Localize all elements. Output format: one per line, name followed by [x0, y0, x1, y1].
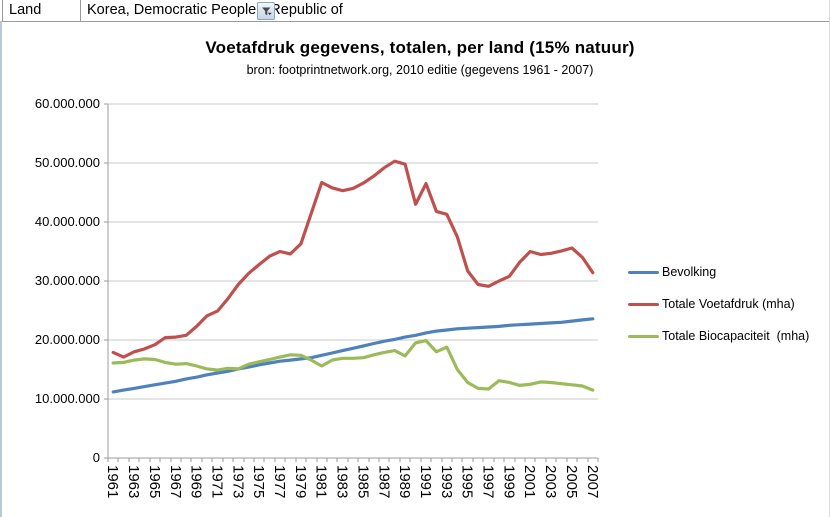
legend-line-swatch [628, 270, 659, 274]
svg-text:60.000.000: 60.000.000 [35, 96, 100, 111]
spreadsheet-header-row: Land Korea, Democratic People's Republic… [0, 0, 830, 22]
svg-text:1975: 1975 [250, 465, 267, 498]
svg-text:2005: 2005 [563, 465, 580, 498]
svg-text:1969: 1969 [188, 465, 205, 498]
series-line-totale-biocapaciteit-mha [111, 339, 595, 392]
chart-title: Voetafdruk gegevens, totalen, per land (… [205, 38, 635, 57]
land-label-text: Land [9, 2, 42, 18]
country-value-text: Korea, Democratic People's Republic of [87, 2, 343, 18]
legend-item: Totale Biocapaciteit (mha) [628, 320, 828, 352]
svg-text:1967: 1967 [167, 465, 184, 498]
svg-text:40.000.000: 40.000.000 [35, 214, 100, 229]
legend-item: Totale Voetafdruk (mha) [628, 288, 828, 320]
axes-and-ticks [104, 103, 599, 462]
svg-text:30.000.000: 30.000.000 [35, 273, 100, 288]
y-gridlines [108, 103, 598, 400]
svg-text:50.000.000: 50.000.000 [35, 155, 100, 170]
svg-text:1995: 1995 [459, 465, 476, 498]
svg-text:20.000.000: 20.000.000 [35, 332, 100, 347]
filter-funnel-icon [260, 5, 273, 18]
svg-text:1979: 1979 [292, 465, 309, 498]
svg-text:1985: 1985 [354, 465, 371, 498]
y-axis-labels: 0 10.000.000 20.000.000 30.000.000 40.000.00… [35, 96, 100, 465]
svg-text:2003: 2003 [542, 465, 559, 498]
svg-text:10.000.000: 10.000.000 [35, 391, 100, 406]
series-lines [111, 159, 595, 394]
svg-text:1965: 1965 [146, 465, 163, 498]
series-line-bevolking [111, 317, 595, 394]
svg-text:1981: 1981 [313, 465, 330, 498]
svg-text:2007: 2007 [584, 465, 601, 498]
svg-text:1977: 1977 [271, 465, 288, 498]
svg-text:1987: 1987 [375, 465, 392, 498]
svg-text:1999: 1999 [500, 465, 517, 498]
chart-subtitle: bron: footprintnetwork.org, 2010 editie … [246, 63, 594, 77]
svg-text:1971: 1971 [209, 465, 226, 498]
legend-item: Bevolking [628, 256, 828, 288]
legend-line-swatch [628, 334, 659, 338]
svg-text:2001: 2001 [521, 465, 538, 498]
svg-text:1991: 1991 [417, 465, 434, 498]
legend-line-swatch [628, 302, 659, 306]
svg-text:1961: 1961 [104, 465, 121, 498]
autofilter-dropdown-button[interactable] [257, 2, 275, 20]
land-label-cell[interactable]: Land [2, 0, 79, 21]
svg-text:0: 0 [93, 450, 100, 465]
chart-legend: Bevolking Totale Voetafdruk (mha) Totale B… [628, 256, 828, 352]
svg-text:1993: 1993 [438, 465, 455, 498]
svg-text:1983: 1983 [334, 465, 351, 498]
svg-text:1989: 1989 [396, 465, 413, 498]
legend-label: Totale Biocapaciteit (mha) [662, 329, 810, 343]
legend-label: Bevolking [662, 265, 717, 279]
svg-text:1973: 1973 [229, 465, 246, 498]
country-value-cell[interactable]: Korea, Democratic People's Republic of [80, 0, 830, 21]
x-axis-labels: 1961 1963 1965 1967 1969 1971 1973 1975 1977 1979… [104, 465, 601, 498]
legend-label: Totale Voetafdruk (mha) [662, 297, 795, 311]
svg-text:1997: 1997 [480, 465, 497, 498]
window-left-border [0, 21, 2, 517]
svg-text:1963: 1963 [125, 465, 142, 498]
series-line-totale-voetafdruk-mha [111, 159, 595, 359]
